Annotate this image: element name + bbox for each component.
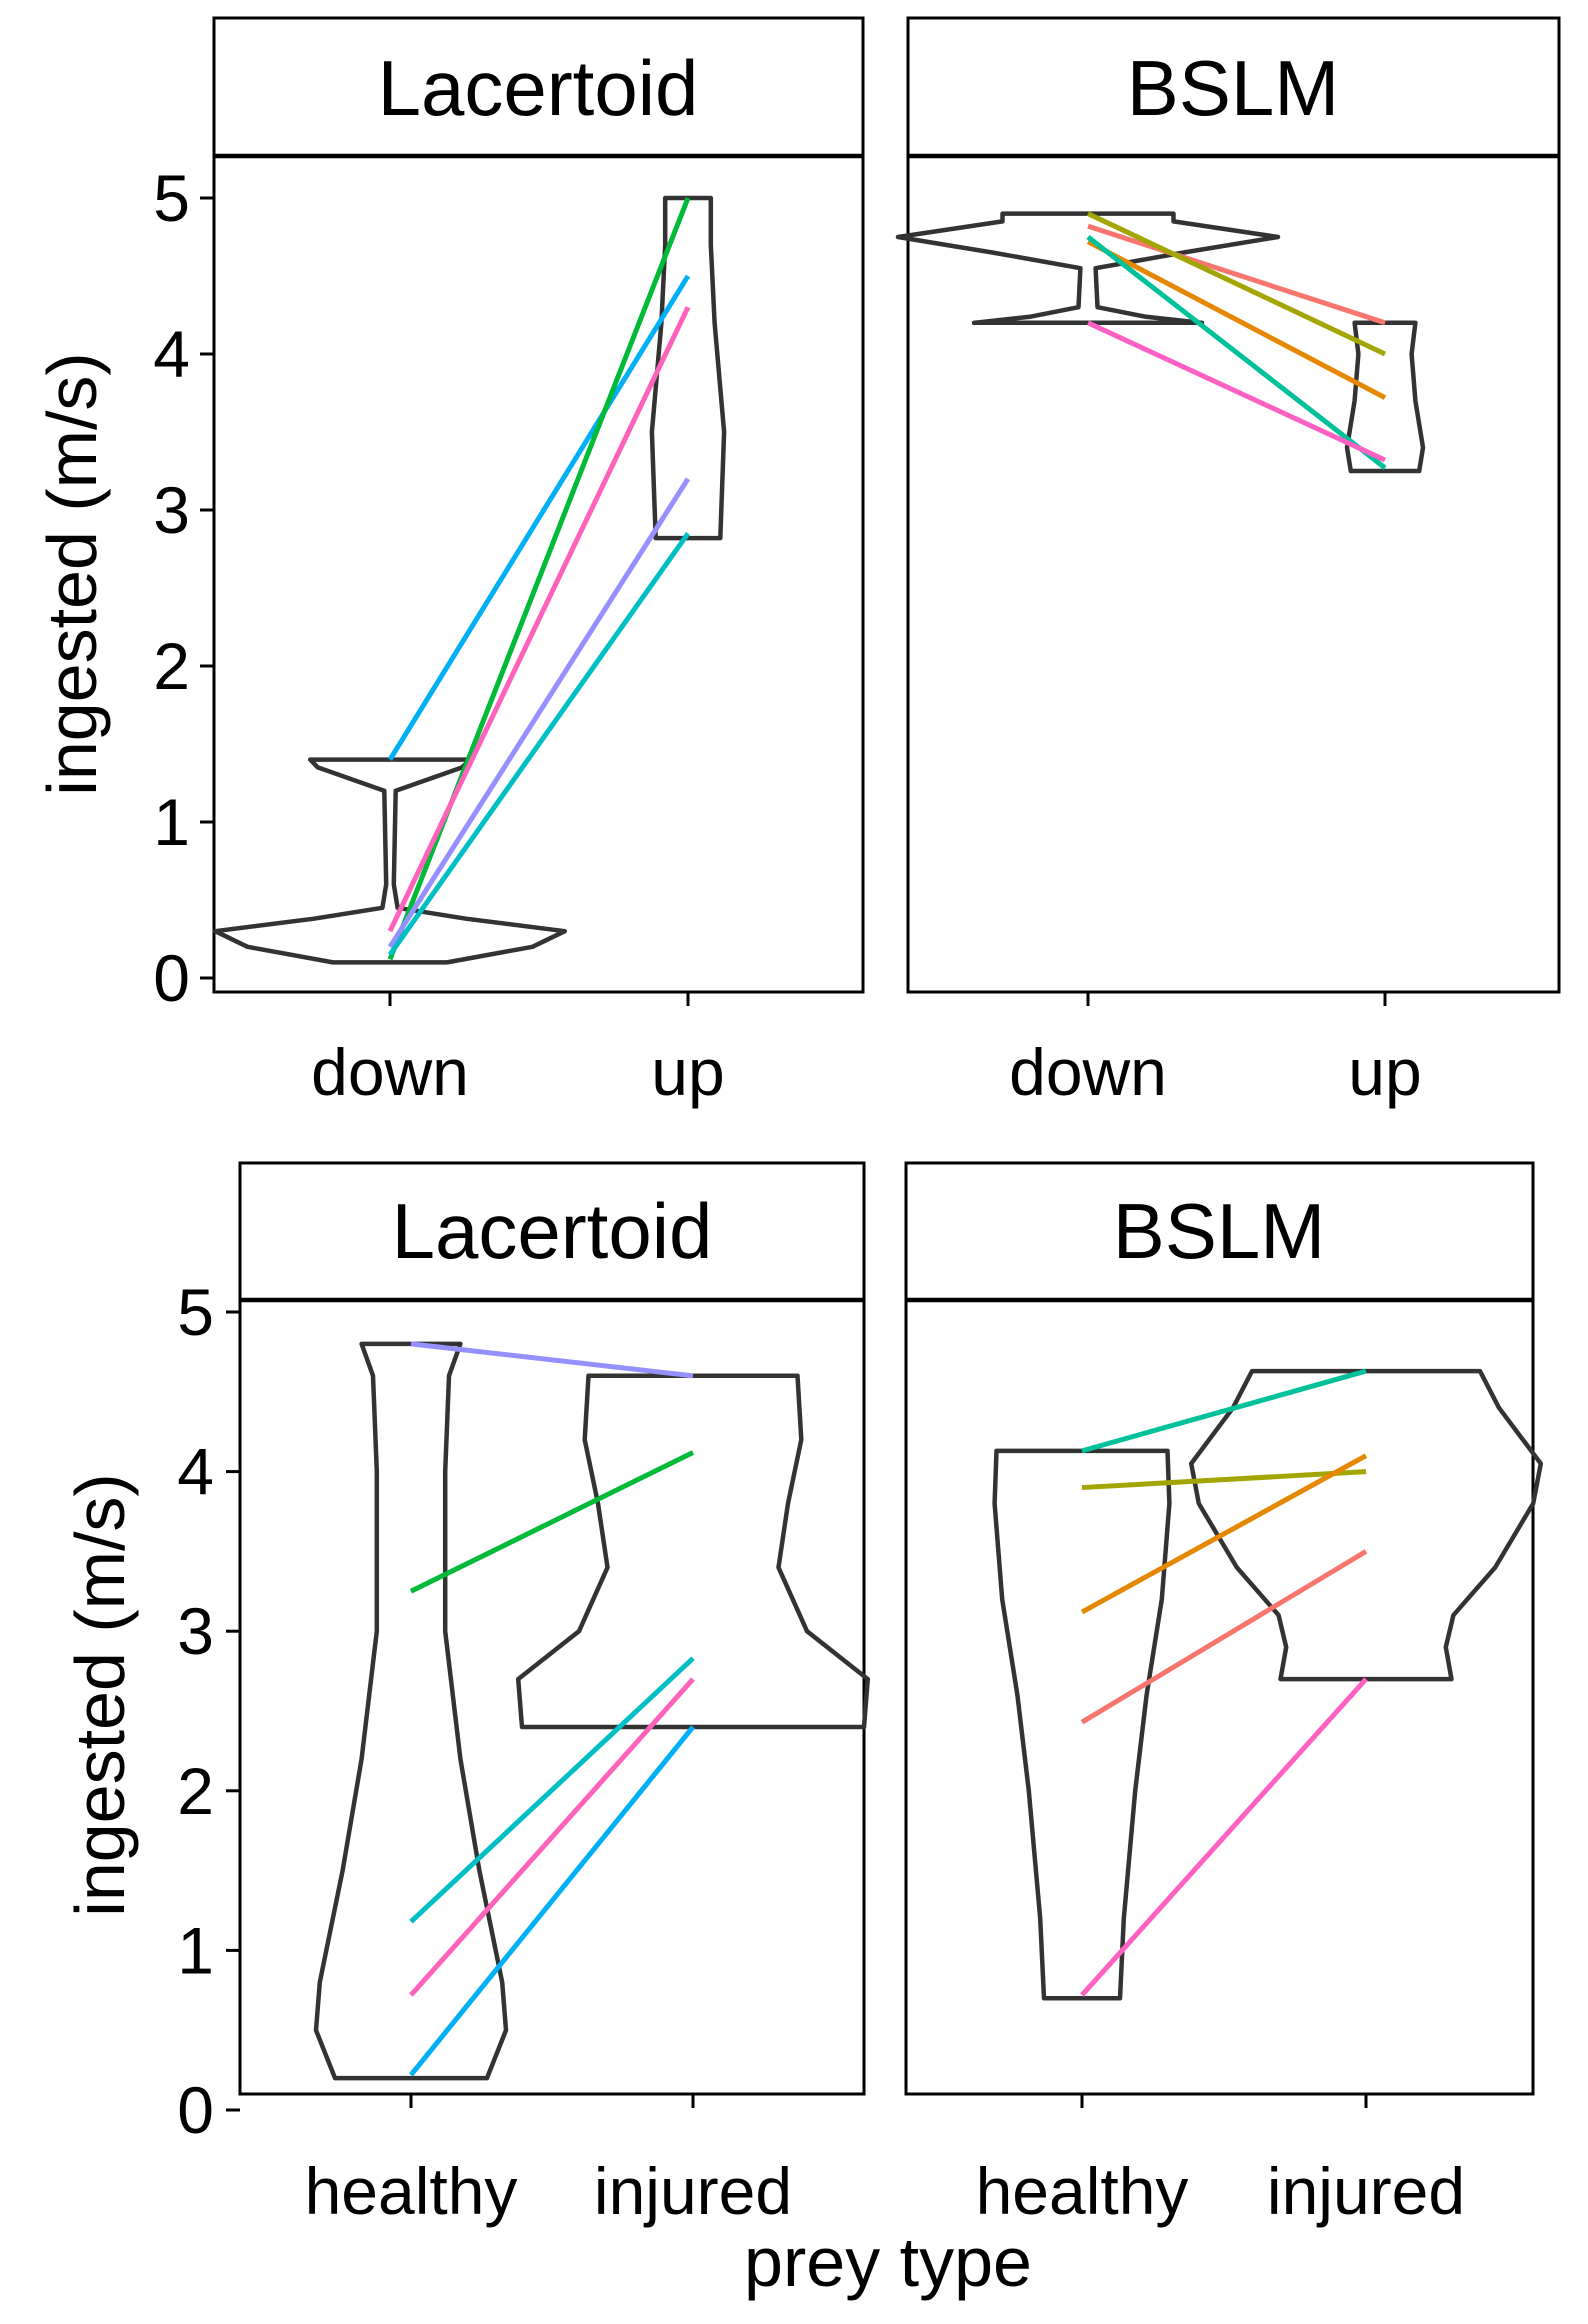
paired-line xyxy=(387,197,691,961)
panel-border xyxy=(238,1298,866,2096)
plot-area: healthy injured xyxy=(904,1300,1544,2228)
x-tick-label: up xyxy=(651,1035,724,1109)
paired-line xyxy=(1087,223,1386,326)
x-tick-label: down xyxy=(311,1035,469,1109)
strip-label: Lacertoid xyxy=(378,44,699,132)
paired-line xyxy=(409,1450,695,1594)
y-tick-label: 3 xyxy=(153,473,190,547)
strip-box xyxy=(904,1161,1535,1302)
violin-down xyxy=(212,757,568,965)
paired-line xyxy=(387,306,691,933)
paired-line xyxy=(1080,1677,1368,1997)
strip-label: BSLM xyxy=(1113,1187,1325,1275)
panel-border xyxy=(904,1298,1535,2096)
y-tick-label: 2 xyxy=(153,629,190,703)
panel-bslm-bottom: BSLM healthy injured xyxy=(904,1161,1544,2228)
paired-line xyxy=(387,477,691,949)
violin-injured xyxy=(1188,1368,1544,1682)
paired-line xyxy=(1081,1368,1367,1454)
violin-down xyxy=(895,211,1281,326)
strip-box xyxy=(906,16,1561,158)
paired-line xyxy=(1081,1469,1367,1491)
strip-label: BSLM xyxy=(1127,44,1339,132)
y-tick-label: 4 xyxy=(177,1435,214,1509)
x-axis-title: prey type xyxy=(744,2223,1032,2301)
paired-line xyxy=(1086,211,1387,357)
paired-line xyxy=(1086,235,1387,470)
x-tick-label: injured xyxy=(594,2154,792,2228)
x-tick-label: up xyxy=(1348,1035,1421,1109)
y-tick-label: 0 xyxy=(153,941,190,1015)
paired-line xyxy=(1086,239,1387,400)
paired-line xyxy=(387,531,691,957)
panel-lacertoid-top: Lacertoid 0 1 2 3 4 5 down up xyxy=(153,16,865,1109)
plot-area: 0 1 2 3 4 5 down up xyxy=(153,156,863,1109)
y-tick-label: 5 xyxy=(153,161,190,235)
paired-line xyxy=(1086,320,1387,463)
y-tick-label: 2 xyxy=(177,1754,214,1828)
x-tick-label: healthy xyxy=(305,2154,518,2228)
panel-lacertoid-bottom: Lacertoid 0 1 2 3 4 5 healthy injured xyxy=(177,1161,871,2228)
x-tick-label: injured xyxy=(1267,2154,1465,2228)
panel-bslm-top: BSLM down up xyxy=(895,16,1561,1109)
y-tick-label: 1 xyxy=(153,785,190,859)
y-tick-label: 0 xyxy=(177,2073,214,2147)
y-tick-label: 1 xyxy=(177,1913,214,1987)
y-tick-label: 5 xyxy=(177,1275,214,1349)
paired-line xyxy=(409,1656,695,1924)
y-tick-label: 3 xyxy=(177,1594,214,1668)
paired-line xyxy=(409,1725,695,2077)
paired-line xyxy=(1080,1453,1368,1615)
y-tick-label: 4 xyxy=(153,317,190,391)
paired-line xyxy=(1080,1549,1368,1725)
violin-up xyxy=(649,195,727,541)
y-axis-title: ingested (m/s) xyxy=(33,352,111,795)
violin-up xyxy=(1344,320,1426,474)
violin-healthy xyxy=(313,1341,509,2081)
violin-healthy xyxy=(992,1448,1172,2001)
y-axis-title: ingested (m/s) xyxy=(61,1473,139,1916)
plot-area: 0 1 2 3 4 5 healthy injured xyxy=(177,1275,871,2228)
paired-line xyxy=(387,274,691,761)
paired-line xyxy=(409,1677,695,1997)
strip-box xyxy=(212,16,865,158)
x-tick-label: down xyxy=(1009,1035,1167,1109)
strip-label: Lacertoid xyxy=(392,1187,713,1275)
violin-injured xyxy=(515,1373,871,1730)
strip-box xyxy=(238,1161,866,1302)
x-tick-label: healthy xyxy=(976,2154,1189,2228)
plot-area: down up xyxy=(895,156,1559,1109)
paired-line xyxy=(410,1341,694,1379)
